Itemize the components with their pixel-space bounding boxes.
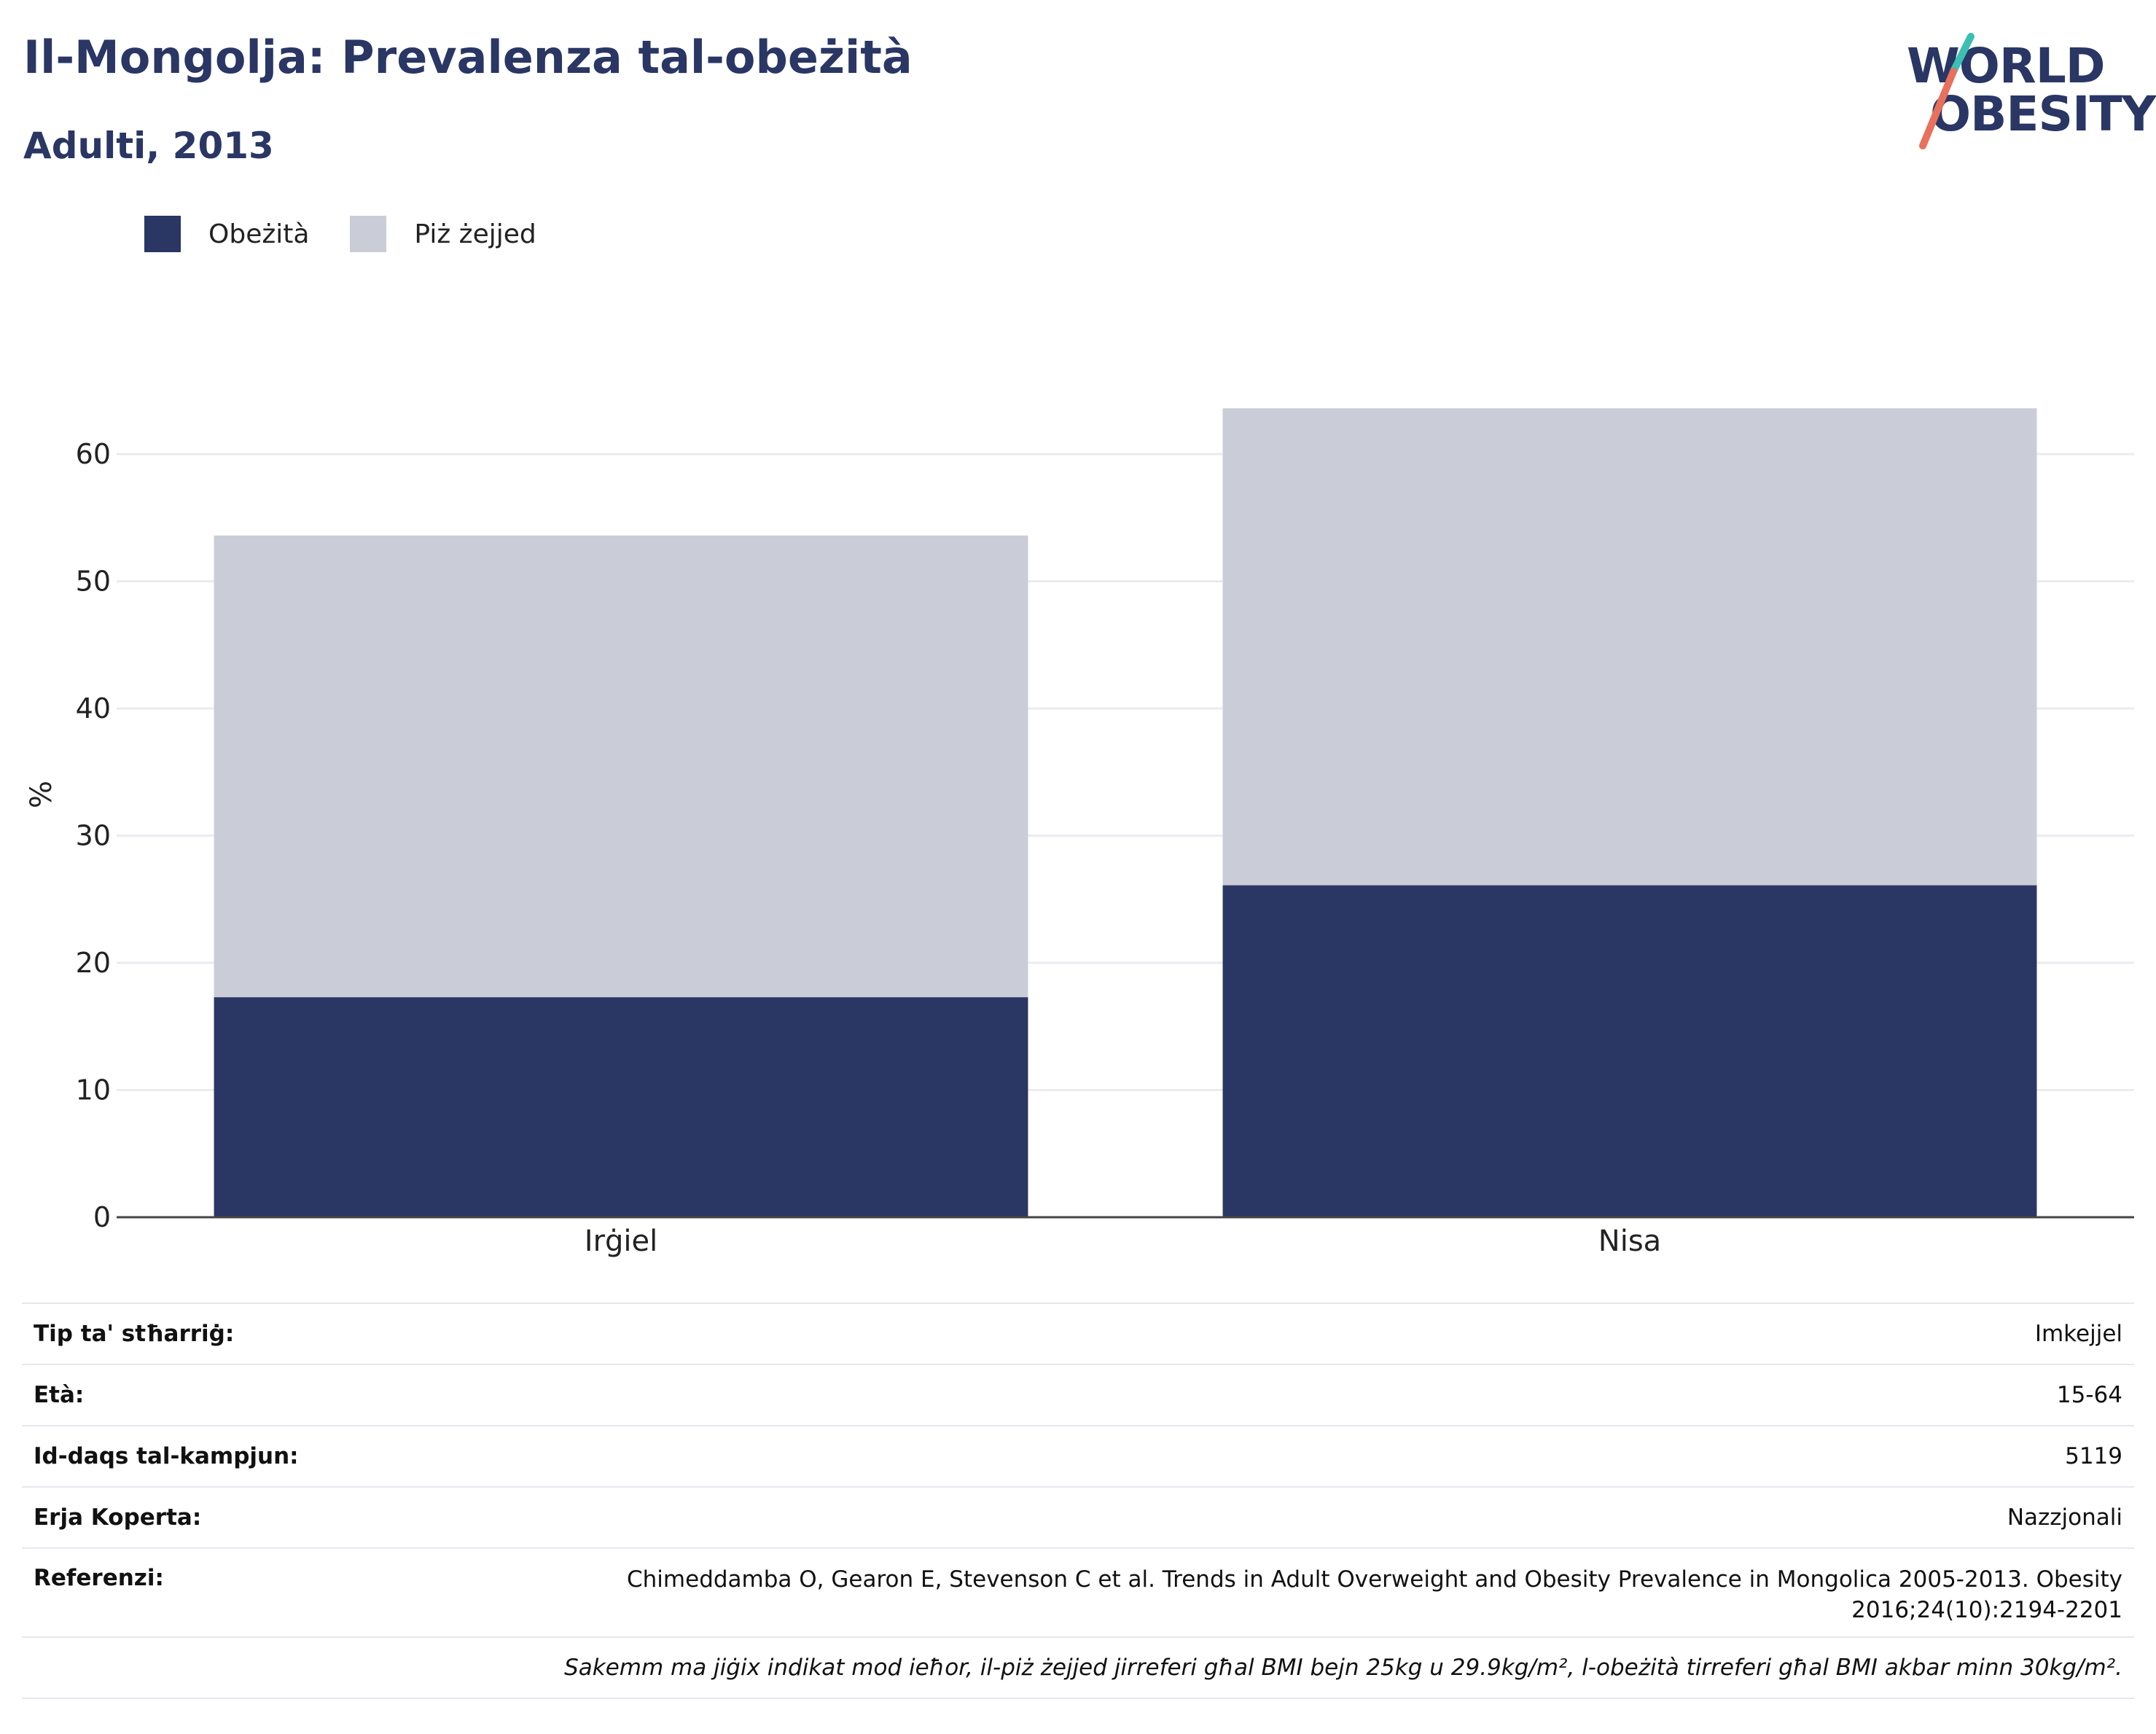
legend-item-overweight[interactable]: Piż żejjed: [350, 216, 536, 252]
y-tick-label: 60: [76, 438, 111, 470]
info-value: 15-64: [2056, 1382, 2122, 1408]
info-row-age: Età: 15-64: [22, 1364, 2134, 1425]
legend-label-overweight: Piż żejjed: [414, 219, 536, 249]
info-key: Erja Koperta:: [34, 1504, 202, 1531]
bar-overweight-1: [1222, 408, 2037, 886]
x-tick-label: Irġiel: [585, 1225, 657, 1258]
y-tick-label: 0: [93, 1201, 111, 1233]
info-value: Nazzjonali: [2007, 1504, 2122, 1531]
y-tick-label: 20: [76, 947, 111, 979]
y-tick-label: 50: [76, 566, 111, 598]
bar-overweight-0: [214, 535, 1028, 998]
info-value: 5119: [2065, 1443, 2122, 1469]
bar-obesity-0: [214, 997, 1028, 1217]
legend-item-obesity[interactable]: Obeżità: [144, 216, 309, 252]
info-row-area: Erja Koperta: Nazzjonali: [22, 1486, 2134, 1547]
legend: Obeżità Piż żejjed: [144, 216, 577, 252]
bar-obesity-1: [1222, 885, 2037, 1217]
info-row-sample-size: Id-daqs tal-kampjun: 5119: [22, 1425, 2134, 1486]
bmi-footnote: Sakemm ma jiġix indikat mod ieħor, il-pi…: [22, 1636, 2134, 1699]
world-obesity-logo: WORLD OBESITY: [1895, 22, 2156, 153]
logo-word-world: WORLD: [1907, 38, 2106, 94]
y-tick-label: 30: [76, 820, 111, 852]
y-tick-label: 10: [76, 1074, 111, 1106]
x-tick-label: Nisa: [1598, 1225, 1661, 1258]
legend-label-obesity: Obeżità: [208, 219, 310, 249]
chart-title: Il-Mongolja: Prevalenza tal-obeżità: [23, 31, 913, 84]
info-value: Imkejjel: [2034, 1321, 2122, 1347]
info-key: Età:: [34, 1382, 85, 1408]
info-row-reference: Referenzi: Chimeddamba O, Gearon E, Stev…: [22, 1547, 2134, 1636]
info-key: Tip ta' stħarriġ:: [34, 1321, 235, 1347]
y-tick-label: 40: [76, 692, 111, 725]
chart-subtitle: Adulti, 2013: [23, 125, 274, 167]
stacked-bar-chart: 0 10 20 30 40 50 60% Irġiel Nisa: [25, 408, 2134, 1258]
logo-word-obesity: OBESITY: [1930, 86, 2156, 142]
info-row-survey-type: Tip ta' stħarriġ: Imkejjel: [22, 1303, 2134, 1364]
y-axis-label: %: [25, 781, 58, 808]
info-key: Referenzi:: [34, 1565, 164, 1591]
legend-swatch-overweight: [350, 216, 387, 252]
reference-citation: Chimeddamba O, Gearon E, Stevenson C et …: [627, 1566, 2122, 1623]
survey-info-table: Tip ta' stħarriġ: Imkejjel Età: 15-64 Id…: [22, 1303, 2134, 1699]
info-key: Id-daqs tal-kampjun:: [34, 1443, 299, 1469]
legend-swatch-obesity: [144, 216, 181, 252]
logo-slash-icon: [1919, 33, 1975, 149]
